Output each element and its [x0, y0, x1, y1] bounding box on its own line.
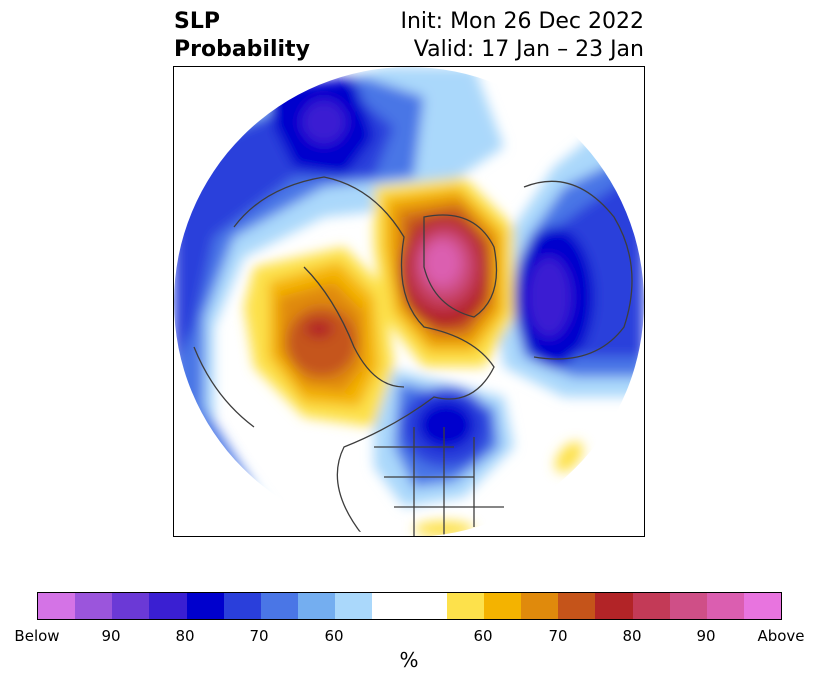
colorbar-tick-label: 90 — [101, 627, 121, 645]
colorbar-cell — [521, 593, 559, 619]
map-panel — [173, 66, 645, 537]
init-date: Init: Mon 26 Dec 2022 — [400, 9, 645, 34]
coastlines — [193, 176, 633, 536]
legend-colorbar — [37, 592, 782, 620]
colorbar-cell — [186, 593, 224, 619]
colorbar-cell — [298, 593, 336, 619]
title-variable: SLP — [174, 9, 220, 34]
chart-title-left: SLP Probability — [174, 8, 310, 64]
colorbar-cell — [632, 593, 670, 619]
colorbar-cell — [595, 593, 633, 619]
colorbar-cell — [223, 593, 261, 619]
colorbar-unit-label: % — [399, 648, 419, 672]
colorbar-cell — [483, 593, 522, 619]
colorbar-cell — [38, 593, 76, 619]
colorbar-tick-label: 60 — [324, 627, 344, 645]
colorbar-cell — [149, 593, 187, 619]
colorbar-tick-label: 70 — [548, 627, 568, 645]
colorbar-cell — [669, 593, 707, 619]
probability-map — [174, 67, 644, 536]
colorbar-cell — [743, 593, 782, 619]
colorbar-tick-label: 90 — [696, 627, 716, 645]
colorbar-cell — [112, 593, 150, 619]
colorbar-cell — [558, 593, 596, 619]
valid-period: Valid: 17 Jan – 23 Jan — [413, 37, 644, 62]
colorbar-cell — [75, 593, 113, 619]
colorbar-tick-label: 60 — [473, 627, 493, 645]
colorbar-tick-label: 70 — [249, 627, 269, 645]
chart-title-right: Init: Mon 26 Dec 2022 Valid: 17 Jan – 23… — [401, 8, 645, 64]
colorbar-tick-label: Above — [757, 627, 805, 645]
colorbar-cell — [409, 593, 447, 619]
title-type: Probability — [174, 37, 310, 62]
colorbar-cell — [260, 593, 299, 619]
colorbar-cell — [335, 593, 373, 619]
colorbar-cell — [446, 593, 484, 619]
colorbar-tick-label: 80 — [175, 627, 195, 645]
colorbar-cell — [372, 593, 410, 619]
colorbar-tick-label: 80 — [622, 627, 642, 645]
colorbar-cell — [706, 593, 744, 619]
colorbar-tick-label: Below — [14, 627, 60, 645]
